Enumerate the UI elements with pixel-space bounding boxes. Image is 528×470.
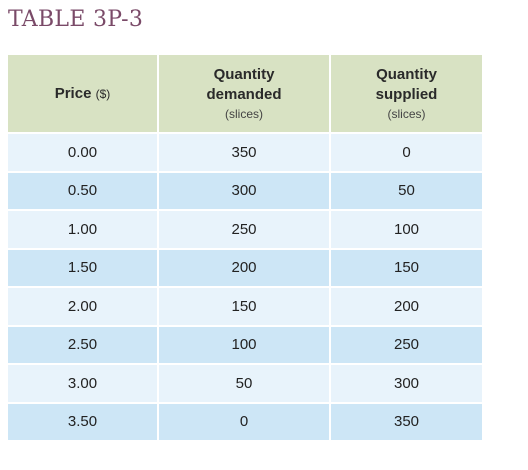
demanded-cell: 350 [158,132,331,172]
table-row: 1.00 250 100 [8,209,482,249]
demanded-cell: 50 [158,363,331,403]
demanded-cell: 250 [158,209,331,249]
price-cell: 0.50 [8,170,159,210]
supplied-cell: 150 [330,247,482,287]
table-row: 3.00 50 300 [8,363,482,403]
demanded-header-line2: demanded [206,86,282,103]
header-row: Price ($) Quantity demanded (slices) Qua… [8,55,482,133]
supplied-cell: 0 [330,132,482,172]
price-cell: 2.00 [8,286,159,326]
demanded-header-line1: Quantity [213,66,275,83]
quantity-supplied-header: Quantity supplied (slices) [330,55,482,133]
price-cell: 1.00 [8,209,159,249]
table-row: 0.50 300 50 [8,170,482,210]
table-row: 2.00 150 200 [8,286,482,326]
price-header-unit: ($) [95,86,111,101]
table-title: TABLE 3P-3 [8,7,144,32]
demanded-cell: 300 [158,170,331,210]
supplied-cell: 300 [330,363,482,403]
supplied-header-line1: Quantity [376,66,437,83]
demanded-cell: 200 [158,247,331,287]
price-cell: 3.50 [8,401,159,440]
price-header-label: Price [54,84,92,102]
price-cell: 3.00 [8,363,159,403]
price-header: Price ($) [8,55,159,133]
demanded-cell: 100 [158,324,331,364]
quantity-demanded-header: Quantity demanded (slices) [158,55,331,133]
demanded-header-unit: (slices) [225,107,263,121]
supplied-cell: 50 [330,170,482,210]
supplied-cell: 350 [330,401,482,440]
supplied-cell: 100 [330,209,482,249]
supply-demand-table: Price ($) Quantity demanded (slices) Qua… [8,55,482,440]
supplied-cell: 200 [330,286,482,326]
table-row: 1.50 200 150 [8,247,482,287]
price-cell: 1.50 [8,247,159,287]
price-cell: 0.00 [8,132,159,172]
price-cell: 2.50 [8,324,159,364]
demanded-cell: 0 [158,401,331,440]
table-row: 0.00 350 0 [8,132,482,172]
table-row: 2.50 100 250 [8,324,482,364]
table-row: 3.50 0 350 [8,401,482,440]
supplied-header-unit: (slices) [387,107,426,121]
demanded-cell: 150 [158,286,331,326]
supplied-cell: 250 [330,324,482,364]
supplied-header-line2: supplied [375,86,438,103]
